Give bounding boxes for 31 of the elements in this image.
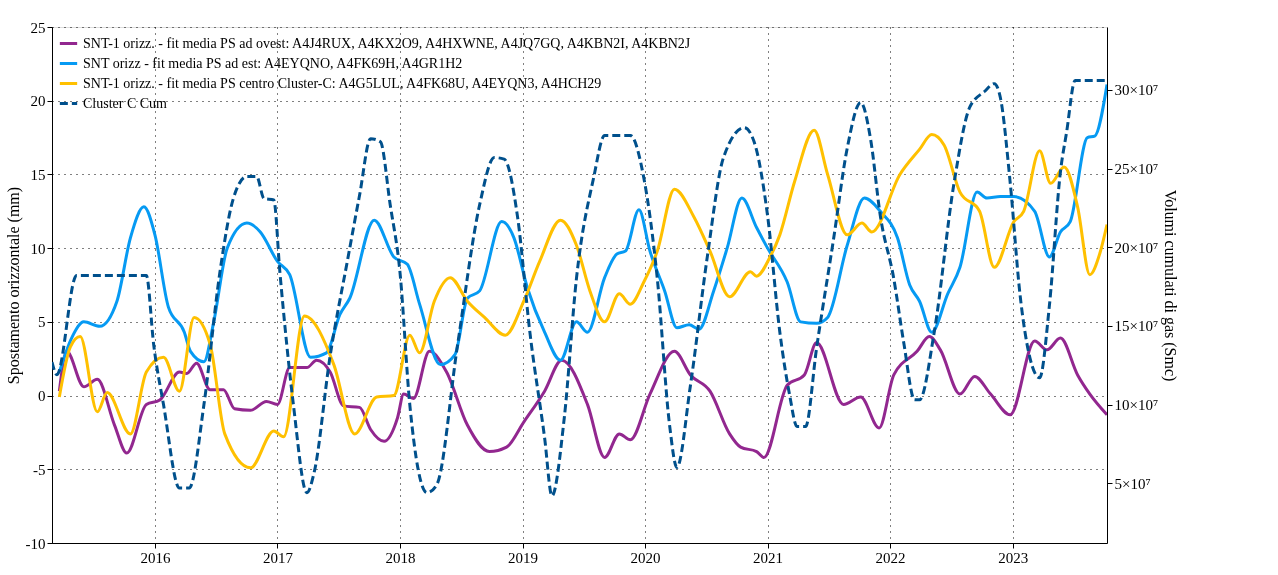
y-tick-label: 15 — [30, 166, 46, 183]
line-series — [52, 78, 1107, 498]
y-tick-label: 25 — [30, 19, 46, 36]
line-series — [57, 128, 1107, 470]
y2-tick-label: 30×10⁷ — [1114, 82, 1159, 99]
x-tick-label: 2019 — [508, 549, 539, 566]
line-series — [57, 335, 1107, 459]
y2-tick-label: 5×10⁷ — [1114, 475, 1151, 492]
y-tick-label: -5 — [33, 461, 46, 478]
y2-tick-label: 25×10⁷ — [1114, 161, 1159, 178]
x-tick-label: 2017 — [262, 549, 294, 566]
y-axis-title: Spostamento orizzontale (mm) — [4, 186, 23, 385]
x-tick-label: 2022 — [875, 549, 906, 566]
x-tick-label: 2018 — [385, 549, 416, 566]
y2-tick-label: 15×10⁷ — [1114, 318, 1159, 335]
y-tick-label: -10 — [25, 535, 46, 552]
x-tick-label: 2023 — [998, 549, 1029, 566]
y2-tick-label: 10×10⁷ — [1114, 397, 1159, 414]
y2-axis-title: Volumi cumulati di gas (Smc) — [1161, 189, 1180, 382]
y2-tick-label: 20×10⁷ — [1114, 239, 1159, 256]
legend-label: SNT-1 orizz. - fit media PS ad ovest: A4J4RUX, A4KX2O9, A4HXWNE, A4JQ7GQ, A4KBN2I, A4KBN2J — [83, 35, 691, 51]
legend-label: SNT orizz - fit media PS ad est: A4EYQNO, A4FK69H, A4GR1H2 — [83, 55, 463, 71]
y-tick-label: 5 — [38, 314, 46, 331]
x-tick-label: 2020 — [630, 549, 661, 566]
legend-label: Cluster C Cum — [83, 95, 168, 111]
x-tick-label: 2016 — [140, 549, 171, 566]
x-tick-label: 2021 — [753, 549, 784, 566]
y-tick-label: 0 — [38, 388, 46, 405]
y-tick-label: 10 — [30, 240, 46, 257]
y-tick-label: 20 — [30, 93, 46, 110]
legend-label: SNT-1 orizz. - fit media PS centro Cluster-C: A4G5LUL, A4FK68U, A4EYQN3, A4HCH29 — [83, 75, 602, 91]
